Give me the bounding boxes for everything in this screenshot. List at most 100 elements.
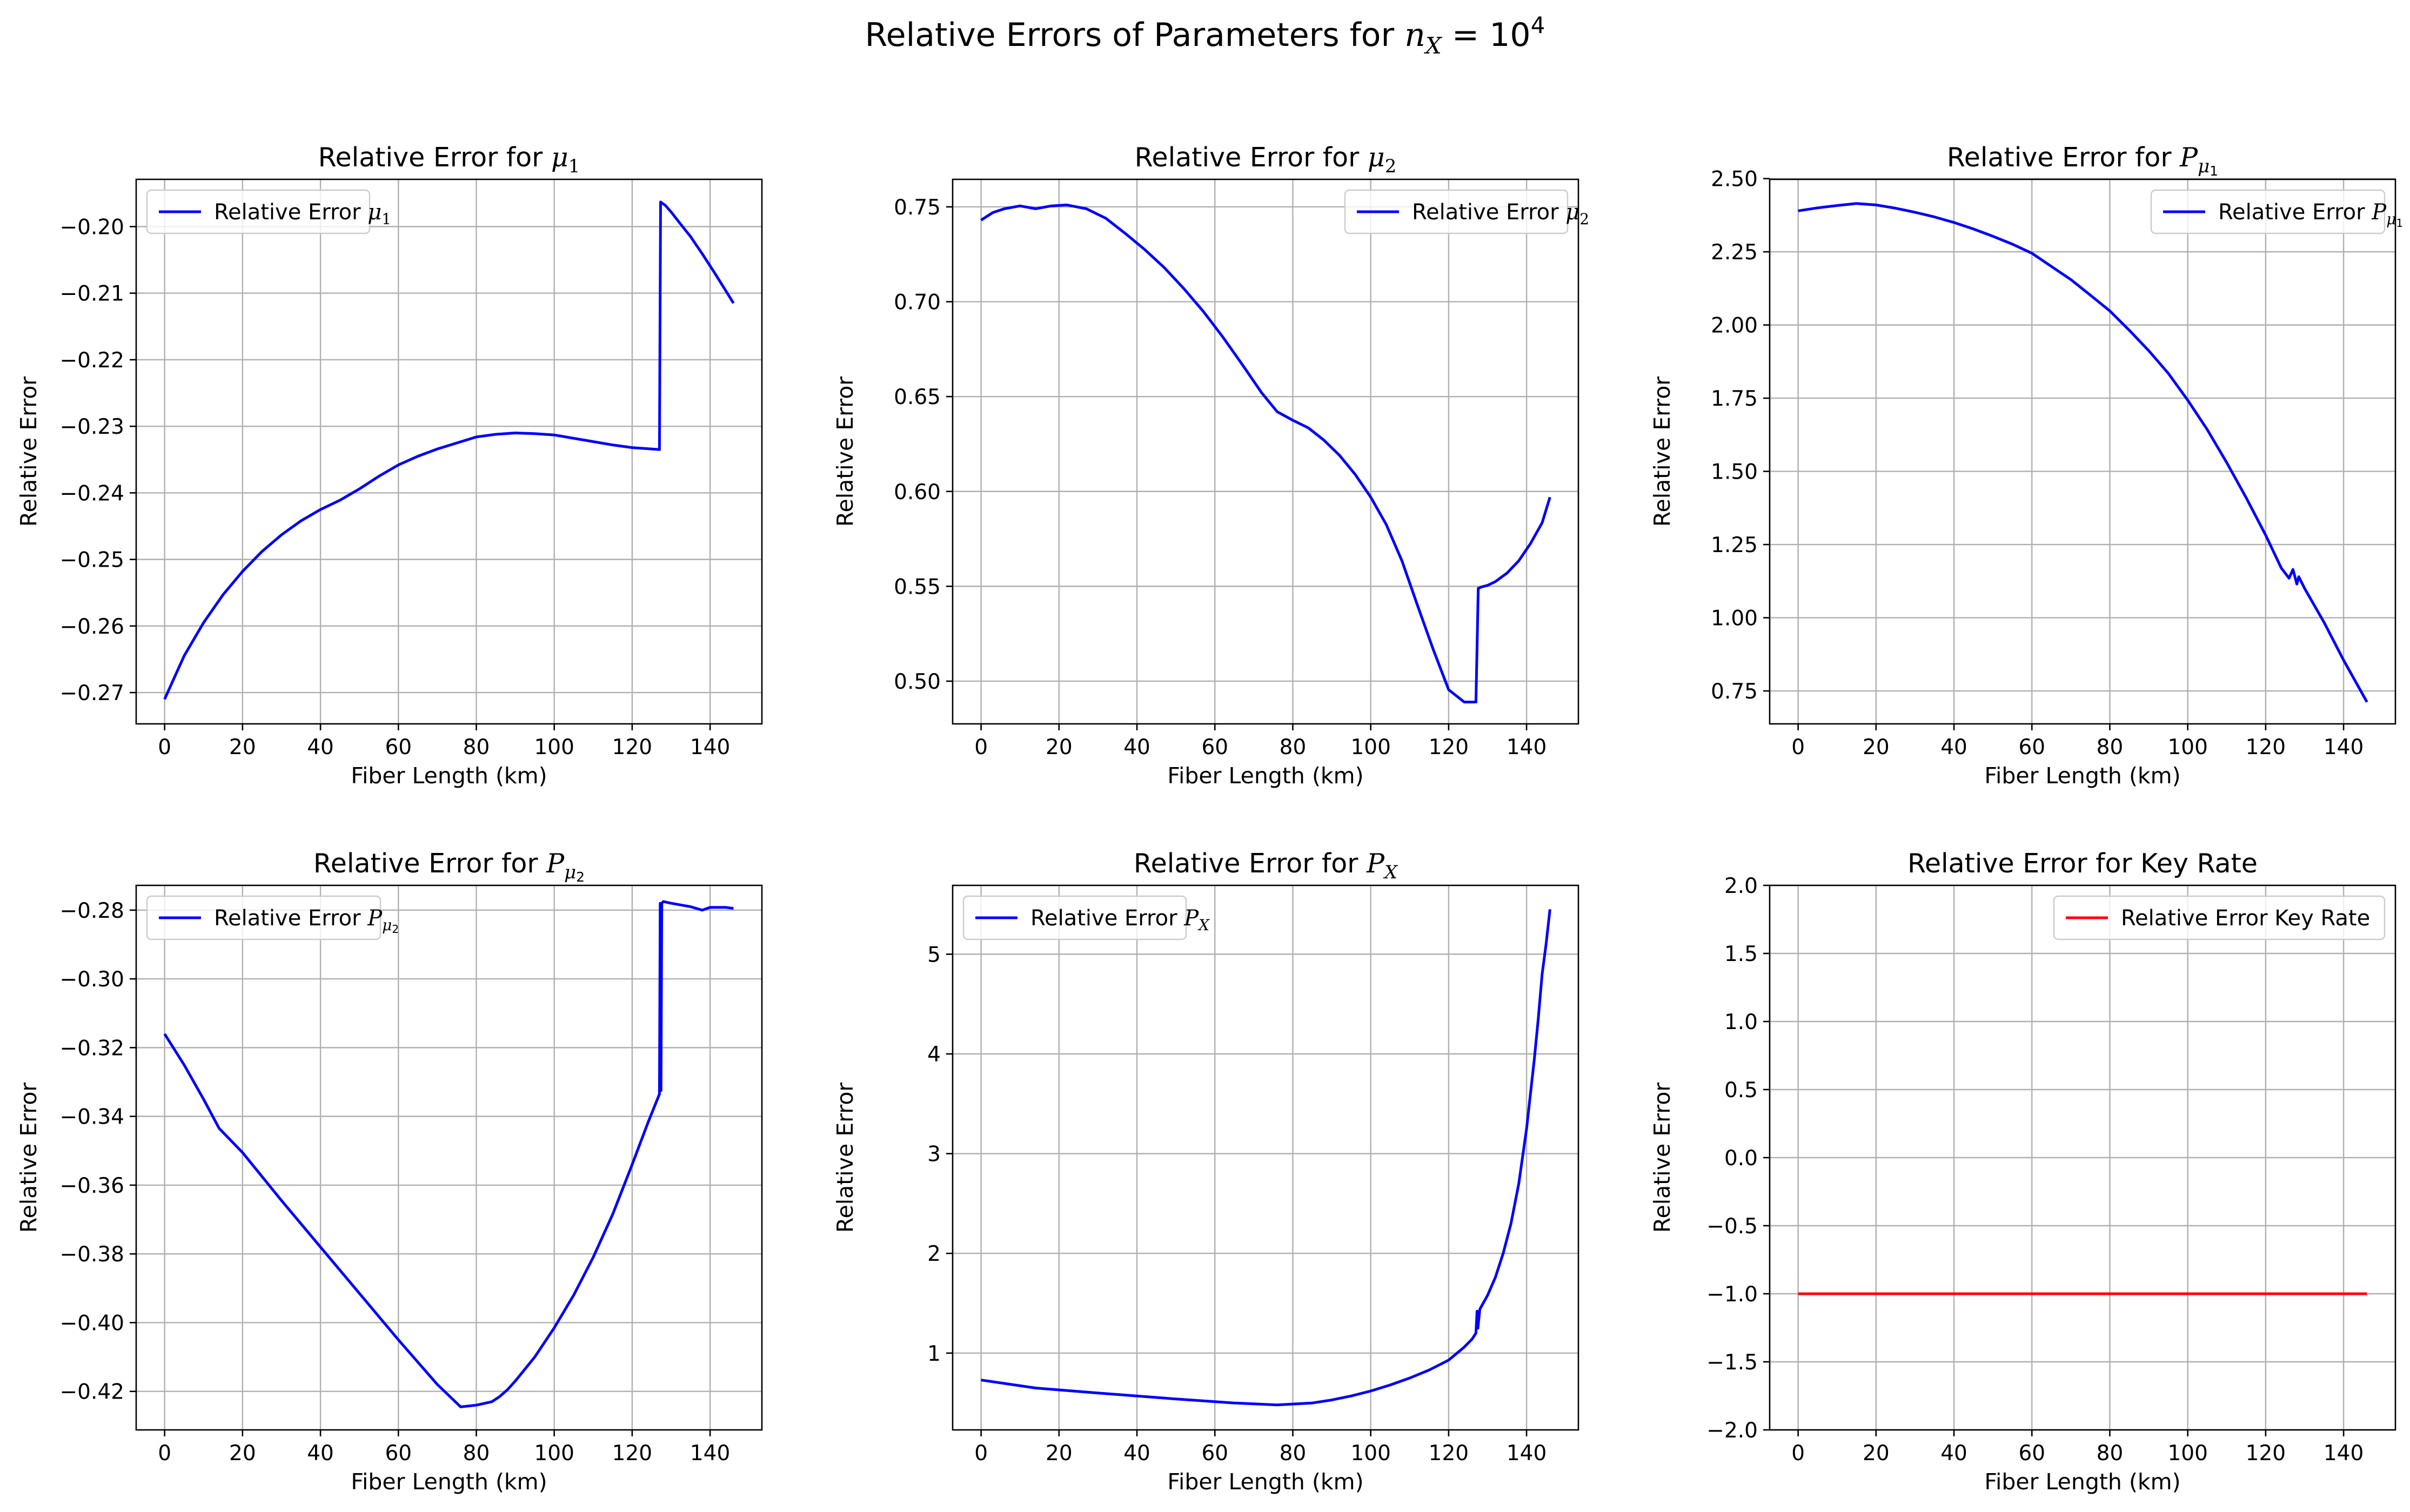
x-tick-label: 40 [1940, 735, 1967, 760]
plot-area [136, 179, 762, 724]
y-tick-label: 4 [927, 1043, 941, 1067]
legend-label: Relative Error μ1​ [214, 200, 391, 228]
x-tick-label: 120 [2246, 1441, 2286, 1466]
x-tick-label: 40 [307, 1441, 334, 1466]
legend-label: Relative Error μ2​ [1412, 200, 1589, 228]
x-tick-label: 40 [1123, 1441, 1150, 1466]
y-axis-label: Relative Error [16, 1083, 42, 1233]
y-tick-label: −0.25 [59, 548, 124, 573]
x-tick-label: 140 [1507, 1441, 1547, 1466]
axes-frame [1769, 178, 2396, 725]
y-tick-label: −0.27 [59, 681, 124, 705]
x-tick-label: 60 [1201, 1441, 1228, 1466]
x-tick-label: 0 [1791, 1441, 1805, 1466]
y-tick-label: −0.22 [59, 348, 124, 373]
y-tick-label: −2.0 [1706, 1419, 1758, 1443]
y-tick-label: 0.55 [894, 575, 941, 599]
y-tick-label: −0.42 [59, 1380, 124, 1405]
series-line-pmu1 [1798, 202, 2368, 703]
subplot-px: 0 20 40 60 80 100 120 140 1 2 3 4 5 Fiber Length (km)… [832, 848, 1579, 1495]
subplot-title: Relative Error for μ1​ [318, 142, 580, 177]
x-tick-label: 100 [534, 735, 574, 760]
y-tick-label: −0.20 [59, 215, 124, 239]
x-tick-label: 100 [2167, 735, 2207, 760]
y-tick-label: −0.34 [59, 1105, 124, 1130]
y-tick-label: 1.5 [1724, 942, 1758, 966]
y-tick-label: −0.40 [59, 1311, 124, 1335]
x-axis-label: Fiber Length (km) [1984, 763, 2180, 789]
y-tick-label: 1 [927, 1342, 941, 1366]
x-tick-label: 40 [1123, 735, 1150, 760]
x-tick-label: 80 [463, 1441, 490, 1466]
axes-frame [135, 178, 763, 725]
legend: Relative Error Pμ1​ [2150, 189, 2403, 234]
y-tick-label: −0.24 [59, 481, 124, 506]
x-tick-label: 120 [1429, 1441, 1469, 1466]
x-tick-label: 60 [385, 1441, 412, 1466]
plot-area [136, 885, 762, 1430]
legend: Relative Error μ1​ [146, 189, 391, 234]
y-tick-label: 0.50 [894, 670, 941, 694]
legend-box [1344, 189, 1569, 234]
y-tick-label: −0.21 [59, 282, 124, 306]
legend-label: Relative Error Pμ1​ [2218, 200, 2403, 230]
x-tick-label: 120 [612, 1441, 652, 1466]
y-tick-label: 0.60 [894, 480, 941, 505]
series-line-mu1 [163, 200, 735, 700]
x-tick-label: 100 [2167, 1441, 2207, 1466]
y-tick-label: 1.75 [1711, 387, 1758, 411]
y-axis-label: Relative Error [1649, 1083, 1675, 1233]
y-tick-label: 2 [927, 1242, 941, 1266]
plot-area [1770, 179, 2395, 724]
x-tick-label: 100 [534, 1441, 574, 1466]
subplot-keyrate: 0 20 40 60 80 100 120 140 −2.0 −1.5 −1.0 −0.5 0.0 0.5… [1649, 848, 2396, 1495]
x-tick-label: 120 [612, 735, 652, 760]
x-tick-label: 0 [974, 1441, 988, 1466]
subplot-title: Relative Error for PX​ [1134, 848, 1398, 883]
series-line-px [981, 909, 1551, 1407]
x-tick-label: 20 [1863, 1441, 1890, 1466]
subplot-title: Relative Error for μ2​ [1135, 142, 1397, 177]
y-tick-label: 2.50 [1711, 167, 1758, 192]
legend-label: Relative Error Pμ2​ [214, 906, 399, 936]
y-tick-label: 0.75 [1711, 680, 1758, 704]
axes-frame [135, 884, 763, 1431]
y-tick-label: 1.0 [1724, 1010, 1758, 1034]
x-tick-label: 60 [1201, 735, 1228, 760]
x-axis-label: Fiber Length (km) [1167, 763, 1363, 789]
x-tick-label: 120 [1429, 735, 1469, 760]
legend-box [146, 895, 381, 940]
subplot-pmu2: 0 20 40 60 80 100 120 140 −0.42 −0.40 −0.38 −0.36 −0… [16, 848, 763, 1495]
x-tick-label: 140 [2324, 1441, 2364, 1466]
subplot-title: Relative Error for Key Rate [1907, 848, 2258, 879]
x-tick-label: 120 [2246, 735, 2286, 760]
y-tick-label: 1.50 [1711, 460, 1758, 485]
x-tick-label: 60 [2018, 735, 2045, 760]
subplot-mu2: 0 20 40 60 80 100 120 140 0.50 0.55 0.60 0.65 0.70 0.… [832, 142, 1589, 789]
x-axis-label: Fiber Length (km) [351, 1469, 547, 1495]
x-tick-label: 140 [690, 735, 730, 760]
subplot-title: Relative Error for Pμ2​ [313, 848, 585, 885]
y-tick-label: −0.30 [59, 967, 124, 992]
plot-area [953, 885, 1578, 1430]
y-tick-label: 2.25 [1711, 240, 1758, 265]
y-axis-label: Relative Error [832, 1083, 858, 1233]
x-tick-label: 60 [2018, 1441, 2045, 1466]
subplot-pmu1: 0 20 40 60 80 100 120 140 0.75 1.00 1.25 1.50 1.75 2.… [1649, 142, 2403, 789]
x-tick-label: 20 [1046, 1441, 1073, 1466]
x-tick-label: 0 [158, 1441, 171, 1466]
x-tick-label: 100 [1350, 735, 1390, 760]
legend-box [2150, 189, 2386, 234]
subplot-grid: 0 20 40 60 80 100 120 140−0.27−0.26−0.25−0.24−0… [16, 142, 2403, 1495]
y-tick-label: 2.00 [1711, 314, 1758, 338]
y-tick-label: 5 [927, 943, 941, 967]
x-tick-label: 80 [463, 735, 490, 760]
y-tick-label: −0.32 [59, 1036, 124, 1060]
y-tick-label: −1.0 [1706, 1282, 1758, 1307]
x-tick-label: 140 [2324, 735, 2364, 760]
legend-box [962, 895, 1187, 940]
y-tick-label: 2.0 [1724, 874, 1758, 898]
y-tick-label: 1.00 [1711, 607, 1758, 631]
x-tick-label: 80 [2097, 1441, 2124, 1466]
